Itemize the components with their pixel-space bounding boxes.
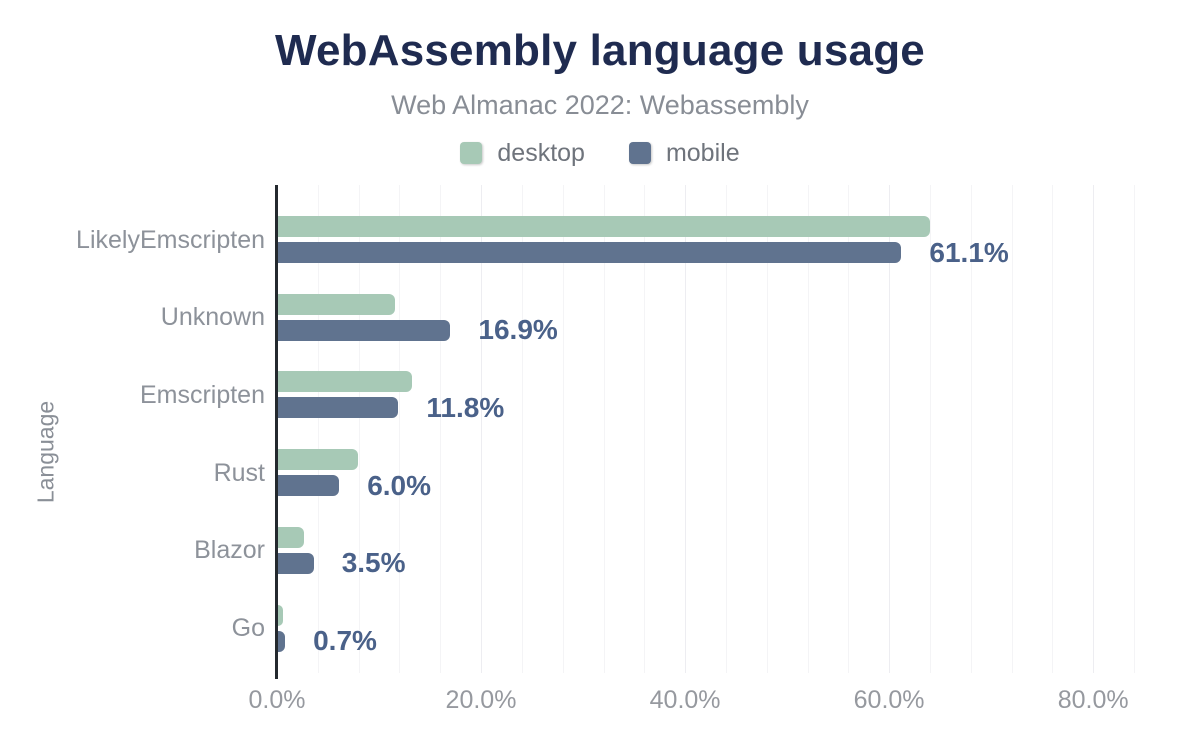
legend-label-mobile: mobile [665, 138, 740, 167]
bar-desktop-Emscripten [278, 371, 412, 393]
bar-mobile-Emscripten [278, 397, 399, 419]
value-label: 16.9% [478, 314, 558, 346]
value-label: 3.5% [341, 547, 406, 579]
category-label: Blazor [194, 536, 265, 565]
gridline [603, 185, 605, 673]
legend-label-desktop: desktop [497, 138, 585, 167]
chart-subtitle: Web Almanac 2022: Webassembly [391, 90, 809, 120]
bar-mobile-LikelyEmscripten [278, 242, 902, 263]
bar-desktop-Unknown [278, 293, 396, 315]
gridline [1093, 185, 1095, 673]
bar-desktop-LikelyEmscripten [278, 216, 930, 237]
gridline [1011, 185, 1013, 673]
bar-mobile-Unknown [278, 319, 451, 341]
category-label: Go [231, 614, 265, 642]
bar-desktop-Go [278, 604, 284, 626]
bar-desktop-Rust [278, 449, 358, 471]
y-axis-line [275, 185, 278, 679]
category-label: Emscripten [139, 380, 265, 409]
value-label: 61.1% [929, 236, 1009, 268]
x-axis-tick-label: 40.0% [649, 686, 721, 714]
legend-item-mobile[interactable]: mobile [628, 138, 740, 168]
gridline [766, 185, 768, 673]
gridline [930, 185, 931, 673]
x-axis-tick-label: 20.0% [445, 686, 517, 714]
gridline [358, 185, 360, 673]
bar-mobile-Go [278, 630, 286, 652]
desktop-series-swatch-icon [460, 142, 483, 164]
bar-mobile-Rust [278, 475, 340, 497]
legend-item-desktop[interactable]: desktop [460, 139, 585, 168]
gridline [481, 185, 482, 673]
legend: desktop mobile [0, 138, 1200, 168]
gridline [970, 185, 972, 673]
mobile-series-swatch-icon [628, 142, 651, 164]
gridline [1052, 185, 1054, 673]
bar-desktop-Blazor [278, 526, 304, 548]
gridline [521, 185, 523, 673]
gridline [399, 185, 401, 673]
plot-area [275, 185, 1184, 679]
gridline [317, 185, 319, 673]
chart-title: WebAssembly language usage [275, 26, 925, 75]
gridline [562, 185, 564, 673]
gridline [725, 185, 727, 673]
x-axis-tick-label: 80.0% [1057, 686, 1129, 714]
x-axis-tick-label: 0.0% [248, 686, 306, 714]
gridline [644, 185, 646, 673]
y-axis-title: Language [32, 400, 59, 504]
value-label: 0.7% [313, 625, 377, 656]
category-label: Rust [213, 458, 265, 487]
category-label: LikelyEmscripten [76, 225, 265, 254]
value-label: 6.0% [367, 469, 432, 501]
gridline [807, 185, 809, 673]
category-label: Unknown [160, 303, 265, 332]
gridline [685, 185, 687, 673]
x-axis-tick-label: 60.0% [853, 686, 925, 714]
value-label: 11.8% [426, 391, 505, 423]
bar-mobile-Blazor [278, 552, 314, 574]
gridline [848, 185, 850, 673]
gridline [440, 185, 442, 673]
gridline [1134, 185, 1135, 673]
gridline [889, 185, 891, 673]
